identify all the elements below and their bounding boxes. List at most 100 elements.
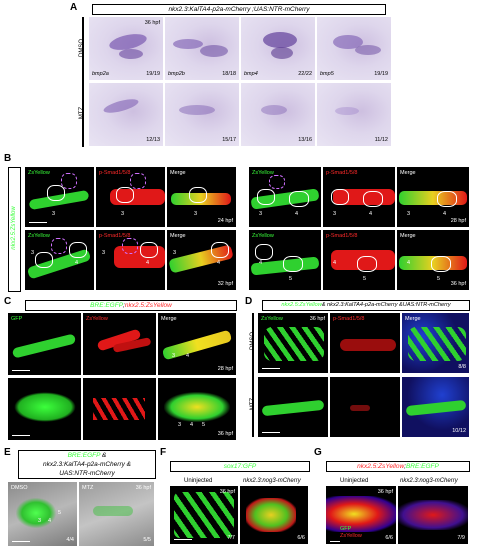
count-label: 10/12 [452,428,466,434]
panel-g-uninjected: 36 hpf GFP ZsYellow 6/6 [326,486,396,544]
panel-g-header: nkx2.5:ZsYellow;BRE:EGFP [326,461,470,472]
panel-d-dmso-zs: ZsYellow 36 hpf [258,313,328,373]
panel-c-28-merge: Merge 3 4 28 hpf [158,313,236,375]
panel-a-row-bar [82,17,84,147]
panel-a-stage: 36 hpf [144,20,160,26]
channel-label: Merge [161,316,177,322]
panel-f-col-nog3: nkx2.3:nog3-mCherry [243,478,301,484]
panel-a-count: 13/16 [298,137,312,143]
panel-c-36-merge: 3 4 5 36 hpf [158,378,236,440]
segment-4: 4 [217,260,221,266]
segment-3: 3 [259,211,263,217]
segment-3: 3 [333,211,337,217]
count-label: 8/8 [458,364,466,370]
segment-5: 5 [58,510,62,516]
scale-bar [330,541,340,542]
panel-g-header-sep: ; [404,463,406,470]
panel-a-dmso-tile-3: bmp4 22/22 [241,17,315,80]
panel-c-28-gfp: GFP [8,313,81,375]
stage-label: 28 hpf [450,218,466,224]
count-label: 7/9 [457,535,465,541]
panel-b-24-psmad: p-Smad1/5/8 3 [96,167,165,227]
panel-e-letter: E [4,447,11,458]
panel-a-dmso-tile-4: bmp5 19/19 [317,17,391,80]
panel-d-header-a: nkx2.5:ZsYellow [281,302,322,308]
panel-a-count: 15/17 [222,137,236,143]
panel-g-header-a: nkx2.5:ZsYellow [357,463,405,470]
panel-b-32-zs: ZsYellow 3 4 [25,230,94,290]
panel-g-letter: G [314,447,322,458]
count-label: 6/6 [385,535,393,541]
panel-d-header-b: & nkx2.3:KalTA4-p2a-mCherry &UAS:NTR-mCh… [321,302,451,308]
panel-e-dmso: DMSO 3 4 5 4/4 [8,482,77,546]
panel-a-mtz-tile-3: 13/16 [241,83,315,146]
channel-label: Merge [400,233,416,239]
channel-label: Merge [400,170,416,176]
panel-d-dmso-psmad: p-Smad1/5/8 [330,313,400,373]
segment-3: 3 [407,211,411,217]
segment-4: 4 [259,260,263,266]
panel-c-header: BRE:EGFP;nkx2.5:ZsYellow [25,300,237,311]
channel-label: p-Smad1/5/8 [99,233,131,239]
panel-c-36-zs [83,378,156,440]
segment-5: 5 [289,276,293,282]
count-label: 6/6 [297,535,305,541]
segment-4: 4 [186,353,190,359]
panel-d-dmso-label: DMSO [250,332,256,350]
channel-label: Merge [170,170,186,176]
panel-b-side-label: nkx2.5:ZsYellow [11,206,17,250]
segment-3: 3 [173,250,177,256]
channel-label: ZsYellow [28,170,50,176]
stage-label: 36 hpf [450,281,466,287]
channel-label: p-Smad1/5/8 [326,170,358,176]
scale-bar [262,368,280,369]
panel-b-24-zs: ZsYellow 3 [25,167,94,227]
panel-c-letter: C [4,296,12,307]
channel-label: Merge [170,233,186,239]
panel-f-letter: F [160,447,167,458]
scale-bar [12,541,30,542]
channel-label: ZsYellow [261,316,283,322]
segment-3: 3 [31,250,35,256]
panel-a-dmso-label: DMSO [79,39,85,57]
segment-4: 4 [190,422,194,428]
panel-f-col-uninjected: Uninjected [184,478,213,484]
panel-a-count: 19/19 [374,71,388,77]
segment-3: 3 [194,211,198,217]
segment-4: 4 [295,211,299,217]
panel-g-nog3: 7/9 [398,486,468,544]
panel-b-36-merge: Merge 4 5 36 hpf [397,230,469,290]
scale-bar [12,370,30,371]
panel-d-mtz-label: MTZ [250,397,256,411]
panel-e-header: BRE:EGFP & nkx2.3:KalTA4-p2a-mCherry & U… [18,450,156,479]
panel-a-count: 22/22 [298,71,312,77]
segment-4: 4 [146,260,150,266]
panel-c-36-gfp [8,378,81,440]
panel-g-col-uninjected: Uninjected [340,478,369,484]
panel-e-header-amp: & [100,452,107,459]
channel-label: ZsYellow [252,170,274,176]
panel-e-stage: 36 hpf [135,485,151,491]
panel-c-header-b: nkx2.5:ZsYellow [124,302,172,309]
panel-g-header-b: BRE:EGFP [405,463,439,470]
segment-3: 3 [121,211,125,217]
panel-d-dmso-merge: Merge 8/8 [402,313,469,373]
panel-a-gene-bmp4: bmp4 [244,71,258,77]
panel-a-dmso-tile-1: 36 hpf bmp2a 19/19 [89,17,163,80]
panel-g-legend-zs: ZsYellow [340,533,362,539]
panel-b-32-psmad: p-Smad1/5/8 3 4 [96,230,165,290]
panel-e-header-bre: BRE:EGFP [67,452,101,459]
segment-5: 5 [437,276,441,282]
panel-b-28-psmad: p-Smad1/5/8 3 4 [323,167,395,227]
panel-a-mtz-tile-2: 15/17 [165,83,239,146]
scale-bar [174,539,192,540]
stage-label: 24 hpf [217,218,233,224]
segment-3: 3 [178,422,182,428]
segment-3: 3 [172,353,176,359]
panel-g-stage: 36 hpf [377,489,393,495]
channel-label: Merge [405,316,421,322]
panel-a-count: 18/18 [222,71,236,77]
channel-label: p-Smad1/5/8 [333,316,365,322]
channel-label: ZsYellow [86,316,108,322]
scale-bar [29,222,47,223]
